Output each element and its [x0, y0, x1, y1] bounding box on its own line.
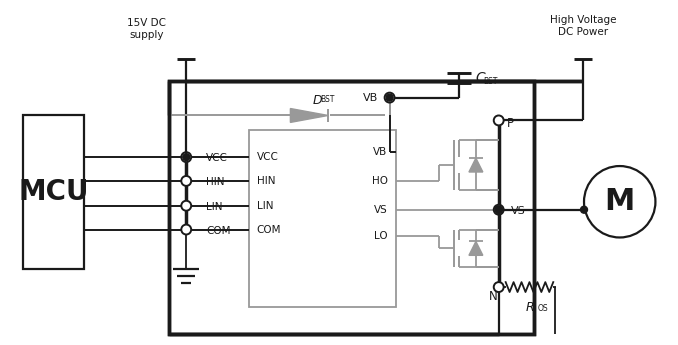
Text: VS: VS — [511, 206, 525, 216]
Bar — [249, 130, 395, 307]
Text: M: M — [605, 187, 635, 216]
Circle shape — [181, 176, 191, 186]
Circle shape — [183, 154, 190, 160]
Text: $D$: $D$ — [312, 93, 323, 107]
Text: VB: VB — [374, 147, 388, 157]
Circle shape — [495, 206, 502, 213]
Bar — [22, 116, 84, 269]
Circle shape — [494, 282, 504, 292]
Polygon shape — [469, 158, 483, 172]
Circle shape — [181, 225, 191, 235]
Circle shape — [181, 152, 191, 162]
Text: VS: VS — [374, 205, 388, 215]
Circle shape — [584, 166, 656, 237]
Text: BST: BST — [320, 95, 334, 103]
Text: COM: COM — [257, 225, 281, 235]
Text: High Voltage
DC Power: High Voltage DC Power — [550, 16, 616, 37]
Circle shape — [495, 206, 502, 213]
Text: LIN: LIN — [206, 202, 222, 212]
Circle shape — [494, 205, 504, 215]
Text: HO: HO — [372, 176, 388, 186]
Text: 15V DC
supply: 15V DC supply — [127, 18, 166, 40]
Text: N: N — [490, 290, 498, 304]
Text: LIN: LIN — [257, 201, 273, 211]
Text: VCC: VCC — [206, 153, 228, 163]
Text: COM: COM — [206, 226, 231, 236]
Text: $R$: $R$ — [525, 301, 534, 314]
Circle shape — [495, 206, 502, 213]
Polygon shape — [290, 109, 328, 122]
Polygon shape — [469, 241, 483, 255]
Bar — [170, 81, 534, 334]
Text: $C$: $C$ — [475, 71, 487, 85]
Text: P: P — [506, 117, 514, 130]
Circle shape — [580, 206, 587, 213]
Text: MCU: MCU — [18, 178, 89, 206]
Text: VCC: VCC — [257, 152, 279, 162]
Text: HIN: HIN — [257, 176, 275, 186]
Bar — [170, 81, 534, 334]
Text: VB: VB — [363, 92, 378, 102]
Circle shape — [386, 94, 393, 101]
Circle shape — [384, 93, 395, 102]
Text: HIN: HIN — [206, 177, 224, 187]
Circle shape — [181, 201, 191, 211]
Text: BST: BST — [483, 77, 497, 86]
Text: OS: OS — [538, 304, 548, 313]
Circle shape — [494, 116, 504, 125]
Text: LO: LO — [374, 231, 388, 241]
